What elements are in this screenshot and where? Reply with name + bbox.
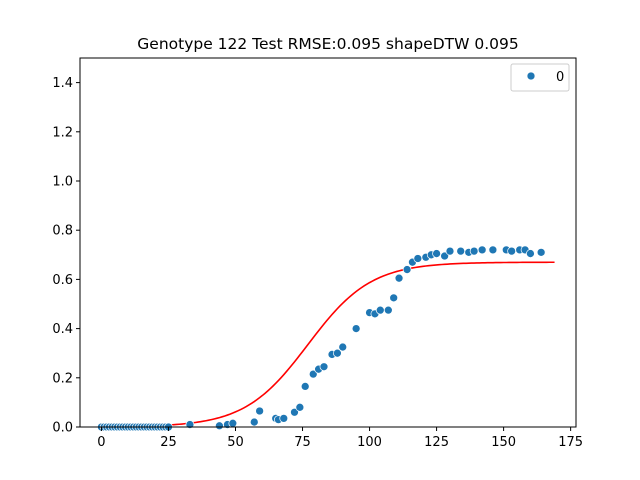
fit-line xyxy=(168,261,555,426)
scatter-point xyxy=(351,324,361,333)
scatter-point xyxy=(456,246,466,256)
y-tick-label: 1.4 xyxy=(52,76,73,91)
scatter-point xyxy=(255,406,264,416)
scatter-point xyxy=(394,273,404,283)
x-tick-label: 50 xyxy=(227,435,244,450)
scatter-point xyxy=(300,382,310,391)
scatter-point xyxy=(488,245,498,255)
scatter-point xyxy=(228,418,238,428)
y-axis: 0.0 0.2 0.4 0.6 0.8 1.0 1.2 1.4 xyxy=(52,76,80,436)
scatter-point xyxy=(279,414,289,423)
scatter-point xyxy=(445,246,455,256)
legend-label: 0 xyxy=(556,70,564,85)
scatter-point xyxy=(440,251,449,261)
scatter-point xyxy=(536,247,546,257)
scatter-point xyxy=(290,407,299,417)
scatter-point xyxy=(402,265,412,274)
y-tick-label: 0.8 xyxy=(52,224,73,239)
scatter-point xyxy=(389,293,399,303)
y-tick-label: 1.2 xyxy=(52,125,73,140)
scatter-point xyxy=(295,402,305,412)
scatter-point xyxy=(215,421,224,431)
scatter-point xyxy=(319,362,329,372)
x-tick-label: 150 xyxy=(491,435,516,450)
scatter-point xyxy=(413,254,423,263)
scatter-point xyxy=(249,417,259,427)
x-tick-label: 100 xyxy=(357,435,382,450)
x-tick-label: 0 xyxy=(97,435,105,450)
scatter-point xyxy=(477,245,487,255)
x-tick-label: 25 xyxy=(160,435,177,450)
scatter-point xyxy=(338,342,348,352)
x-tick-label: 175 xyxy=(558,435,583,450)
legend: 0 xyxy=(510,63,570,92)
x-axis: 0 25 50 75 100 125 150 175 xyxy=(97,427,583,450)
legend-marker xyxy=(526,71,536,81)
scatter-point xyxy=(432,249,441,258)
legend-box xyxy=(510,63,570,92)
scatter-point xyxy=(375,305,385,315)
scatter-point xyxy=(308,369,318,379)
plot-area xyxy=(97,245,555,432)
x-tick-label: 75 xyxy=(294,435,311,450)
y-tick-label: 1.0 xyxy=(52,175,73,190)
y-tick-label: 0.4 xyxy=(52,322,73,337)
scatter-point xyxy=(469,246,479,256)
scatter-point xyxy=(383,305,393,315)
chart-title: Genotype 122 Test RMSE:0.095 shapeDTW 0.… xyxy=(137,35,518,53)
axes-frame xyxy=(79,57,577,428)
y-tick-label: 0.6 xyxy=(52,273,73,288)
y-tick-label: 0.2 xyxy=(52,371,73,386)
scatter-point xyxy=(333,348,342,358)
scatter-point xyxy=(507,246,516,256)
y-tick-label: 0.0 xyxy=(52,421,73,436)
x-tick-label: 125 xyxy=(424,435,449,450)
scatter-point xyxy=(526,249,535,258)
